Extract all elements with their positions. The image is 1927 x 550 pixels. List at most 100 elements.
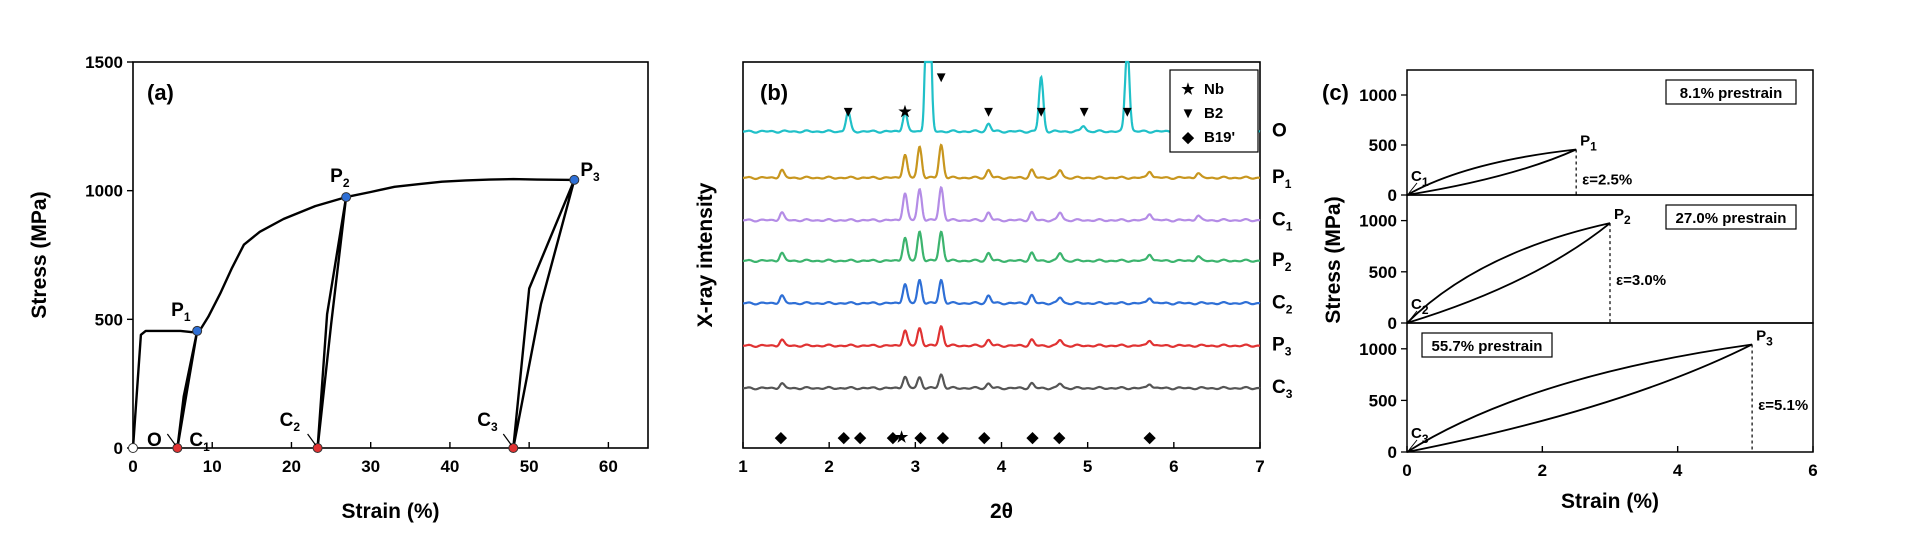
- strain-label: ε=2.5%: [1582, 171, 1632, 188]
- phase-marker: ★: [895, 429, 909, 446]
- phase-marker: ▼: [1034, 103, 1049, 120]
- xrd-pattern: [743, 325, 1260, 349]
- y-tick-label: 0: [114, 439, 123, 458]
- hysteresis-loop: [1406, 148, 1577, 196]
- prestrain-label: 27.0% prestrain: [1676, 210, 1787, 227]
- x-tick-label: 4: [997, 457, 1007, 476]
- peak-label: P1: [1580, 133, 1597, 154]
- legend-box: [1169, 69, 1259, 153]
- hysteresis-loop: [1406, 343, 1753, 453]
- x-axis-label: Strain (%): [341, 500, 439, 523]
- x-tick-label: 2: [1538, 461, 1547, 480]
- panel-label: (b): [760, 80, 788, 105]
- point-label: P2: [330, 166, 350, 190]
- y-tick-label: 500: [1369, 263, 1397, 282]
- subplot-frame: [1406, 322, 1814, 453]
- x-tick-label: 50: [520, 457, 539, 476]
- point-marker: [192, 325, 203, 336]
- point-label: C2: [280, 410, 301, 434]
- y-tick-label: 1000: [1359, 212, 1397, 231]
- y-axis-label: Stress (MPa): [1322, 196, 1345, 323]
- y-tick-label: 500: [95, 310, 123, 329]
- x-tick-label: 4: [1673, 461, 1683, 480]
- curve-segment: [316, 196, 348, 450]
- phase-marker: ▼: [981, 103, 996, 120]
- point-label: C3: [477, 410, 498, 434]
- y-tick-label: 0: [1388, 314, 1397, 333]
- y-tick-label: 0: [1388, 443, 1397, 462]
- axes-frame: [132, 61, 649, 449]
- pattern-label: P3: [1272, 335, 1292, 359]
- pattern-label: C3: [1272, 377, 1293, 401]
- prestrain-box: [1421, 332, 1553, 358]
- x-tick-label: 60: [599, 457, 618, 476]
- pointer-arrow: [1408, 182, 1418, 194]
- phase-marker: ◆: [936, 429, 949, 446]
- pointer-arrow: [502, 433, 512, 446]
- pattern-label: C2: [1272, 292, 1293, 316]
- xrd-pattern: [743, 185, 1261, 223]
- x-tick-label: 2: [824, 457, 833, 476]
- origin-label: C3: [1411, 425, 1429, 446]
- point-marker: [172, 443, 183, 453]
- panel-b-xrd: 1 2 3 4 5 6 7 2θ X-ray intensity (b) O P1 C1 P2 C2 P3 C3…: [694, 60, 1293, 523]
- phase-marker: ◆: [853, 429, 866, 446]
- peak-label: P2: [1614, 206, 1631, 227]
- pattern-label: C1: [1272, 209, 1293, 233]
- legend-symbol: ★: [1181, 81, 1195, 98]
- phase-marker: ◆: [774, 429, 787, 446]
- legend-label: Nb: [1204, 81, 1224, 98]
- pointer-arrow: [1408, 310, 1418, 322]
- x-tick-label: 1: [738, 457, 747, 476]
- legend-label: B2: [1204, 105, 1223, 122]
- point-label: P3: [580, 160, 600, 184]
- x-tick-label: 10: [203, 457, 222, 476]
- phase-marker: ◆: [837, 429, 850, 446]
- legend-symbol: ◆: [1181, 129, 1194, 146]
- y-axis-label: X-ray intensity: [694, 182, 717, 327]
- xrd-pattern: [743, 230, 1260, 264]
- x-tick-label: 0: [1402, 461, 1411, 480]
- point-marker: [569, 174, 580, 185]
- panel-label: (c): [1322, 80, 1349, 105]
- x-axis-label: Strain (%): [1561, 490, 1659, 513]
- y-tick-label: 1000: [1359, 340, 1397, 359]
- y-tick-label: 1000: [1359, 86, 1397, 105]
- pointer-arrow: [1408, 439, 1418, 451]
- phase-marker: ◆: [914, 429, 927, 446]
- y-axis-label: Stress (MPa): [28, 191, 51, 318]
- strain-label: ε=3.0%: [1616, 272, 1666, 289]
- phase-marker: ◆: [1052, 429, 1065, 446]
- xrd-pattern: [743, 278, 1261, 306]
- pattern-label: P2: [1272, 250, 1292, 274]
- point-marker: [341, 192, 352, 203]
- phase-marker: ◆: [1026, 429, 1039, 446]
- x-tick-label: 3: [911, 457, 920, 476]
- panel-c-cycles: 0 500 1000 P1 C1 ε=2.5% 8.1% prestrain 0 500 1000…: [1322, 69, 1818, 513]
- panel-a-stress-strain: 0 10 20 30 40 50 60 0 500 1000 1500 Strain (%) Stres…: [28, 53, 649, 523]
- pointer-arrow: [307, 433, 317, 446]
- phase-marker: ▼: [841, 103, 856, 120]
- prestrain-box: [1665, 204, 1797, 230]
- x-tick-label: 6: [1169, 457, 1178, 476]
- y-tick-label: 0: [1388, 186, 1397, 205]
- prestrain-label: 8.1% prestrain: [1680, 85, 1783, 102]
- pattern-label: O: [1272, 120, 1287, 141]
- x-tick-label: 7: [1255, 457, 1264, 476]
- phase-marker: ▼: [1077, 103, 1092, 120]
- phase-marker: ▼: [1120, 103, 1135, 120]
- legend-symbol: ▼: [1181, 105, 1196, 122]
- x-tick-label: 40: [440, 457, 459, 476]
- y-tick-label: 1000: [85, 182, 123, 201]
- y-tick-label: 1500: [85, 53, 123, 72]
- phase-marker: ◆: [886, 429, 899, 446]
- panel-label: (a): [147, 80, 174, 105]
- strain-label: ε=5.1%: [1758, 397, 1808, 414]
- pattern-label: P1: [1272, 167, 1292, 191]
- phase-marker: ◆: [1143, 429, 1156, 446]
- peak-label: P3: [1756, 327, 1773, 348]
- x-tick-label: 20: [282, 457, 301, 476]
- xrd-pattern: [743, 143, 1260, 181]
- xrd-pattern: [743, 373, 1261, 391]
- curve-segment: [512, 179, 576, 450]
